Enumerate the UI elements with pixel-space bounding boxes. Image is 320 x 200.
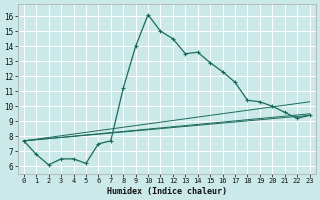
X-axis label: Humidex (Indice chaleur): Humidex (Indice chaleur) bbox=[107, 187, 227, 196]
